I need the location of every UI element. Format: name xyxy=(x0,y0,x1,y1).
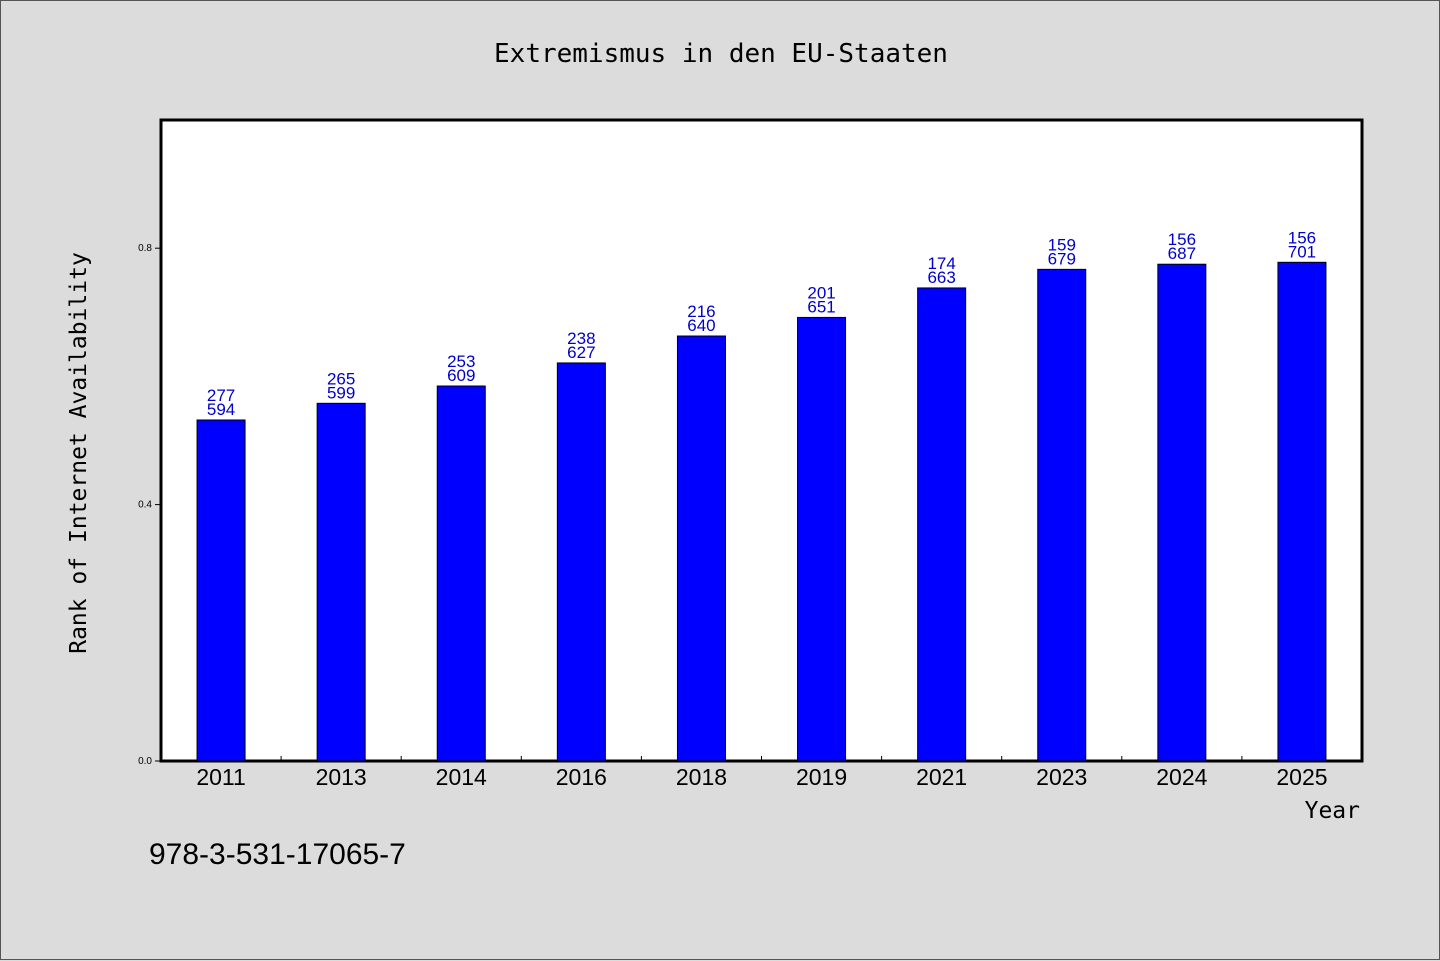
x-tick-label: 2018 xyxy=(676,764,727,790)
x-tick-label: 2019 xyxy=(796,764,847,790)
bar-label-top: 253 xyxy=(447,352,475,371)
bar-label-bottom: 651 xyxy=(807,297,835,316)
bar-label-top: 265 xyxy=(327,369,355,388)
chart-title: Extremismus in den EU-Staaten xyxy=(494,39,948,69)
bar-label-bottom: 640 xyxy=(687,316,715,335)
footnote: 978-3-531-17065-7 xyxy=(149,838,406,871)
bar-label-top: 277 xyxy=(207,386,235,405)
x-tick-label: 2011 xyxy=(196,764,245,790)
bar-2023 xyxy=(1037,268,1087,762)
x-tick-label: 2025 xyxy=(1276,764,1327,790)
bar-label-top: 201 xyxy=(807,283,835,302)
bar-label-bottom: 627 xyxy=(567,343,595,362)
x-tick-label: 2023 xyxy=(1036,764,1087,790)
bar-label-bottom: 609 xyxy=(447,366,475,385)
bar-label-bottom: 679 xyxy=(1048,249,1076,268)
x-tick-label: 2024 xyxy=(1156,764,1207,790)
bar-2014 xyxy=(436,385,486,762)
bar-2011 xyxy=(196,419,246,762)
bar-label-bottom: 663 xyxy=(927,268,955,287)
y-axis: 0.0 0.4 0.8 xyxy=(138,243,161,767)
bars-group xyxy=(196,261,1327,762)
bar-2013 xyxy=(316,402,366,762)
bar-label-bottom: 599 xyxy=(327,383,355,402)
x-tick-label: 2016 xyxy=(556,764,607,790)
bar-label-top: 216 xyxy=(687,302,715,321)
bar-2024 xyxy=(1157,263,1207,762)
bar-label-top: 156 xyxy=(1168,230,1196,249)
bar-label-top: 156 xyxy=(1288,228,1316,247)
bar-label-top: 174 xyxy=(927,254,955,273)
bar-2019 xyxy=(797,316,847,762)
bar-2016 xyxy=(556,362,606,762)
x-tick-label: 2014 xyxy=(436,764,487,790)
x-tick-label: 2021 xyxy=(916,764,967,790)
bar-label-top: 159 xyxy=(1048,235,1076,254)
bar-label-bottom: 594 xyxy=(207,400,235,419)
bar-label-bottom: 701 xyxy=(1288,242,1316,261)
x-axis-label: Year xyxy=(1305,798,1360,824)
y-axis-label: Rank of Internet Availability xyxy=(66,252,92,654)
bar-labels-group: 2775942655992536092386272166402016511746… xyxy=(207,228,1316,419)
bar-2018 xyxy=(676,335,726,762)
bar-2021 xyxy=(917,287,967,762)
y-tick-label: 0.4 xyxy=(138,500,152,511)
y-tick-label: 0.8 xyxy=(138,243,152,254)
x-tick-label: 2013 xyxy=(316,764,367,790)
bar-2025 xyxy=(1277,261,1327,762)
y-tick-label: 0.0 xyxy=(138,756,152,767)
bar-label-bottom: 687 xyxy=(1168,244,1196,263)
bar-label-top: 238 xyxy=(567,329,595,348)
x-axis: 2011 2013 2014 2016 2018 2019 2021 2023 2024 2025 xyxy=(196,756,1328,790)
